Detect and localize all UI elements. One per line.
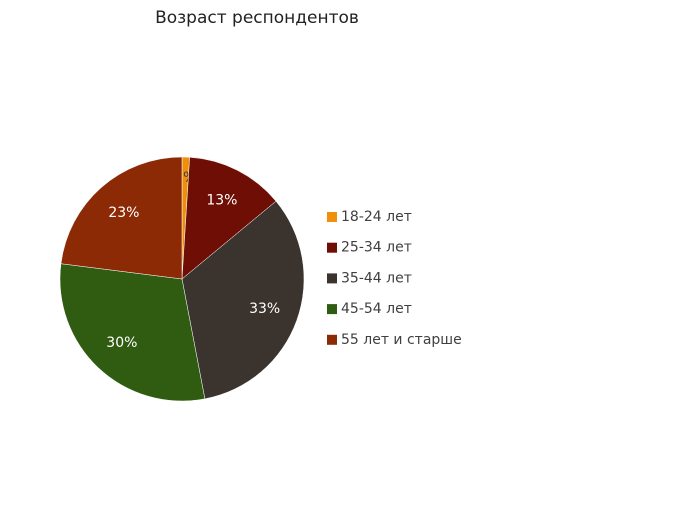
pie-slice xyxy=(181,200,305,400)
legend-label: 55 лет и старше xyxy=(341,332,462,348)
pie-slice xyxy=(181,156,277,280)
legend-label: 25-34 лет xyxy=(341,240,412,256)
legend-swatch xyxy=(327,304,337,315)
pie-slice xyxy=(59,263,206,402)
value-label: 33% xyxy=(249,301,280,317)
legend-label: 18-24 лет xyxy=(341,209,412,225)
legend-swatch xyxy=(327,212,337,222)
legend-label: 45-54 лет xyxy=(341,301,412,317)
pie-slice xyxy=(60,156,183,280)
legend-swatch xyxy=(327,273,337,284)
value-label: 13% xyxy=(206,193,237,209)
value-label: 30% xyxy=(106,335,137,351)
legend-swatch xyxy=(327,334,337,345)
value-label: 23% xyxy=(108,205,139,221)
legend-swatch xyxy=(327,242,337,253)
legend-label: 35-44 лет xyxy=(341,270,412,286)
chart-title: Возраст респондентов xyxy=(155,8,359,28)
